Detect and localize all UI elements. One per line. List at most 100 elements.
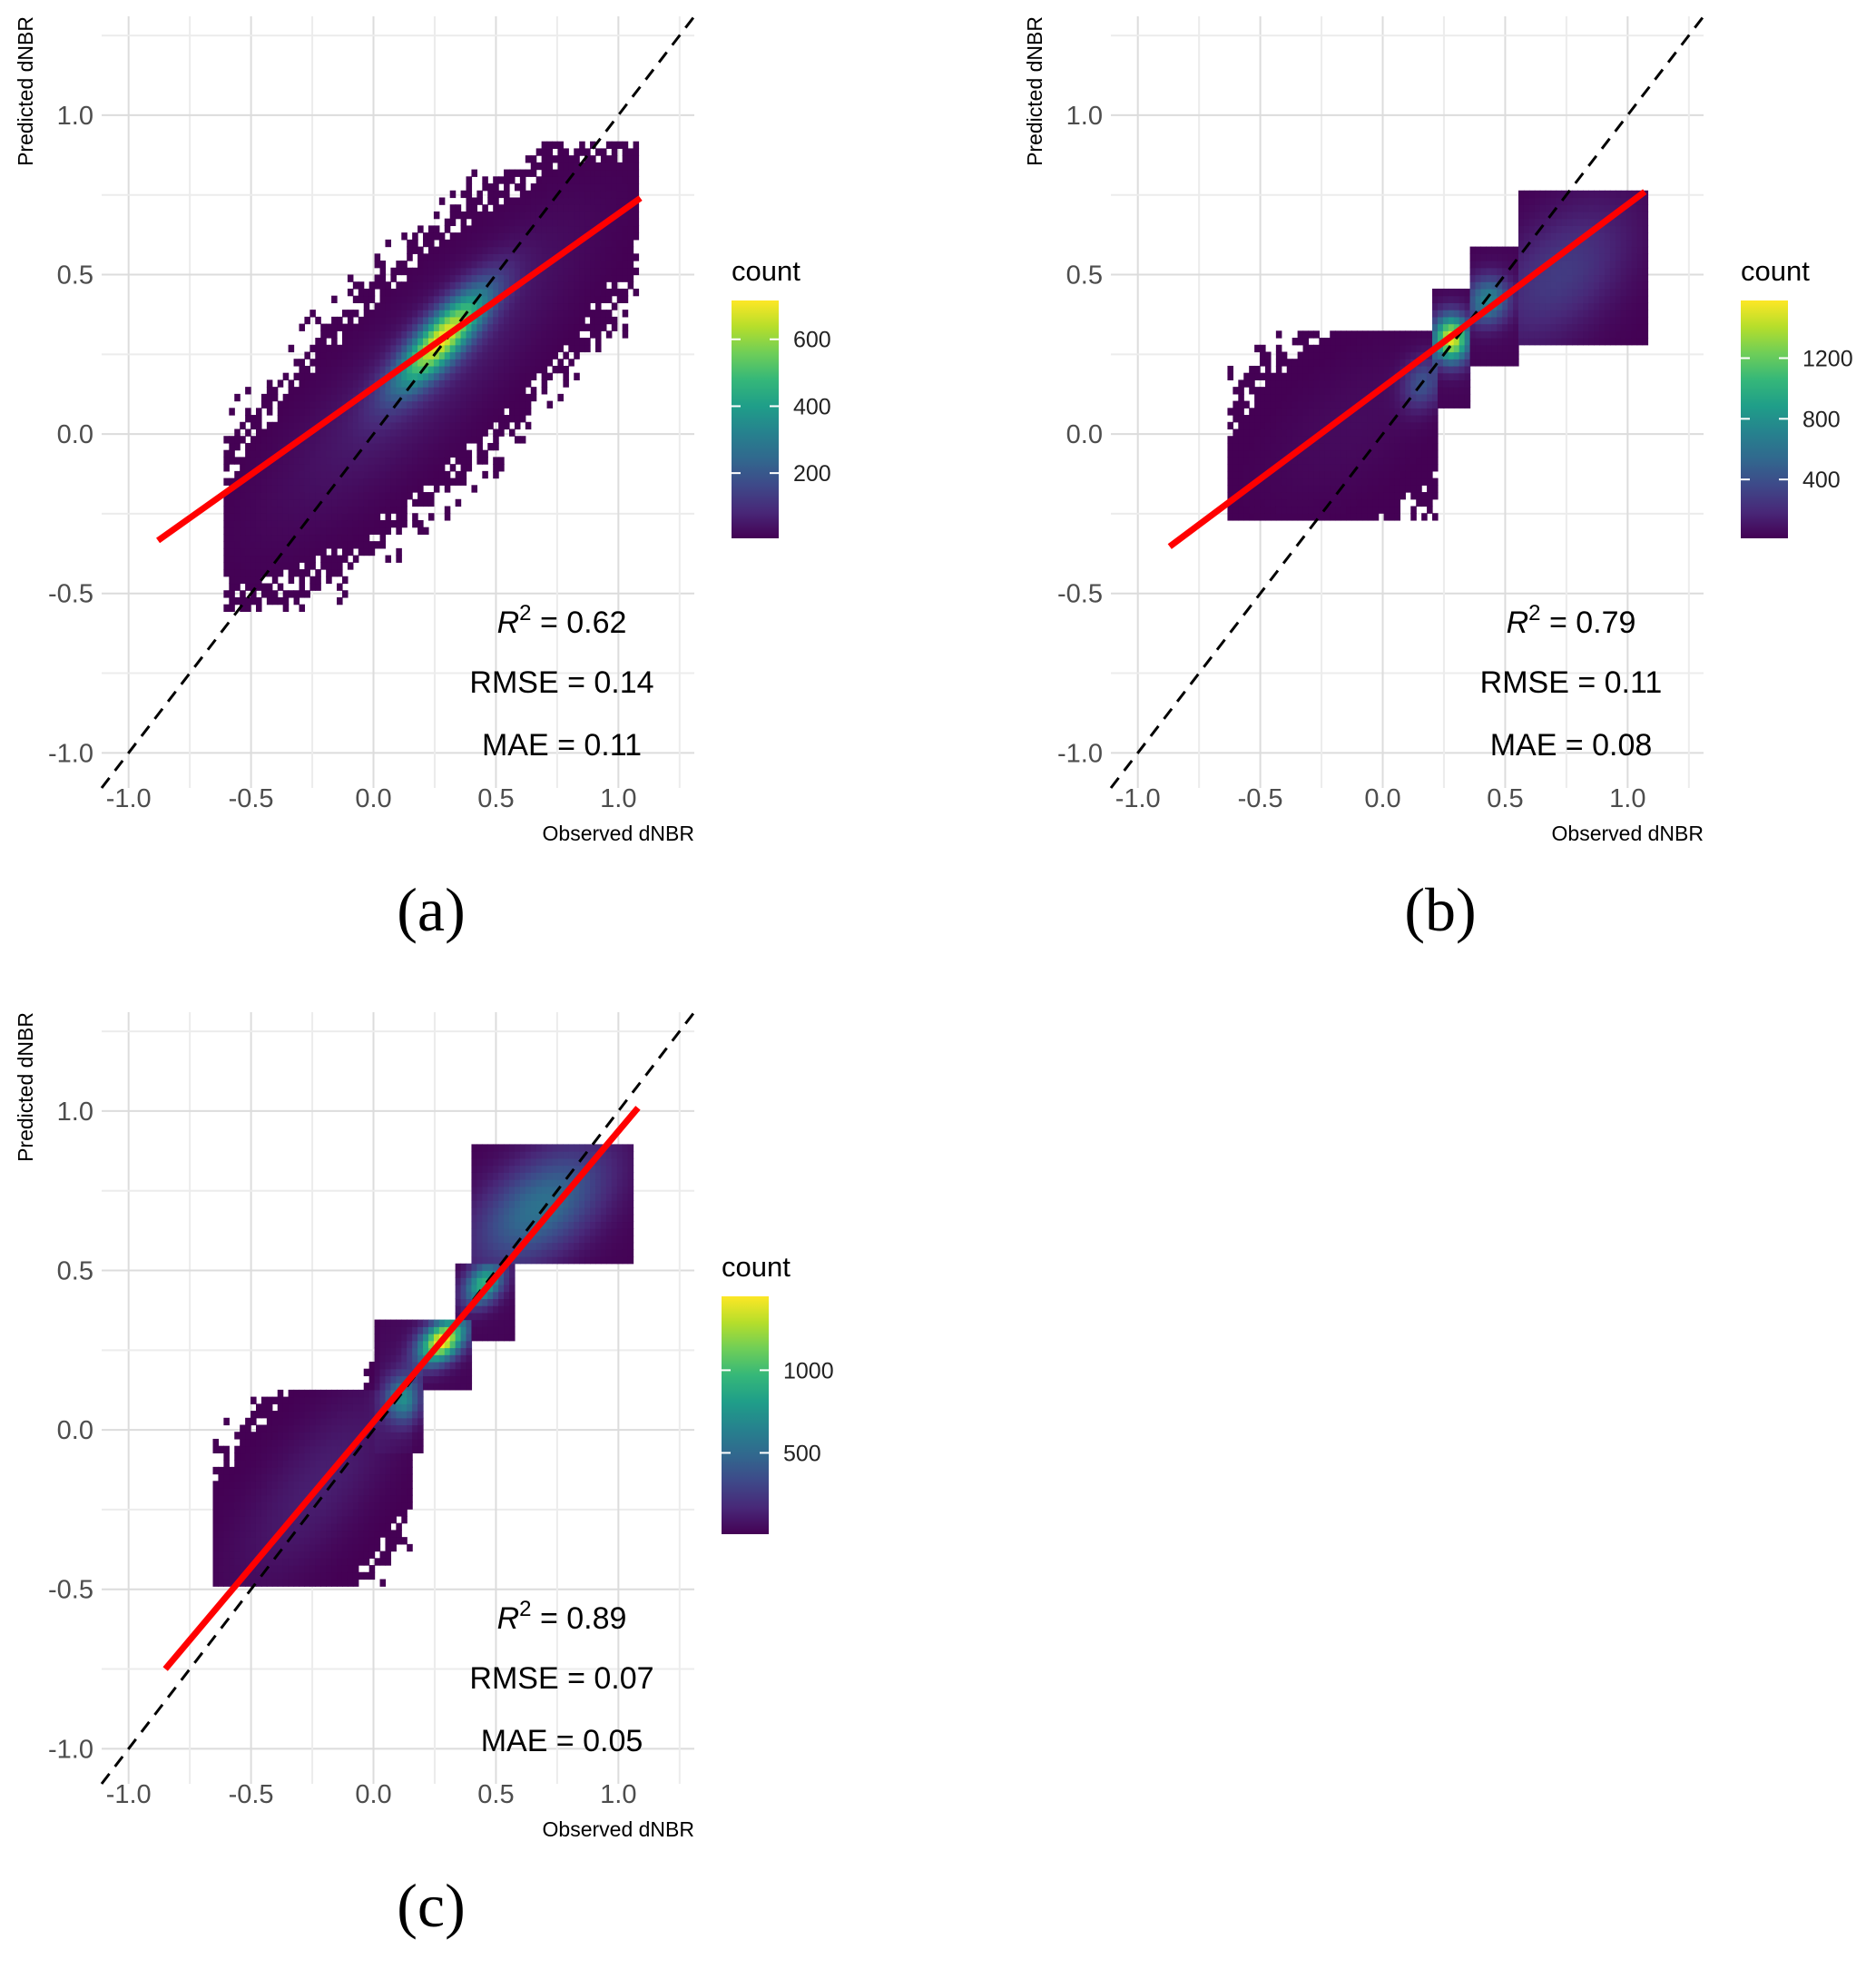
heat-cell (363, 393, 370, 402)
heat-cell (1620, 267, 1627, 276)
heat-cell (509, 387, 516, 395)
heat-cell (293, 1571, 300, 1580)
heat-cell (444, 457, 451, 465)
heat-cell (557, 288, 564, 297)
heat-cell (1233, 442, 1239, 451)
heat-cell (590, 288, 596, 297)
heat-cell (271, 442, 279, 451)
heat-cell (546, 351, 554, 359)
heat-cell (385, 302, 392, 310)
heat-cell (417, 310, 424, 318)
heat-cell (320, 1501, 327, 1510)
heat-cell (493, 470, 499, 479)
heat-cell (1367, 372, 1374, 381)
heat-cell (1534, 225, 1541, 233)
heat-cell (530, 281, 537, 290)
heat-cell (1421, 421, 1428, 430)
heat-cell (633, 211, 640, 220)
heat-cell (1594, 274, 1600, 282)
heat-cell (1249, 379, 1255, 388)
heat-cell (552, 316, 559, 325)
heat-cell (245, 449, 251, 458)
heat-cell (1534, 295, 1541, 304)
heat-cell (1421, 513, 1428, 521)
heat-cell (1636, 253, 1644, 261)
heat-cell (282, 1515, 290, 1524)
heat-cell (1604, 267, 1611, 276)
heat-cell (514, 261, 521, 269)
heat-cell (1367, 457, 1374, 465)
heat-cell (590, 141, 596, 150)
heat-cell (1421, 478, 1428, 486)
heat-cell (1275, 351, 1282, 359)
heat-cell (293, 527, 300, 536)
heat-cell (234, 457, 241, 465)
heat-cell (266, 421, 273, 430)
heat-cell (1636, 232, 1644, 241)
heat-cell (519, 330, 526, 339)
heat-cell (444, 253, 451, 261)
heat-cell (331, 449, 338, 458)
heat-cell (1583, 211, 1589, 220)
heat-cell (407, 338, 413, 346)
heat-cell (471, 365, 477, 374)
heat-cell (320, 436, 327, 444)
y-tick-label: 0.5 (1066, 261, 1103, 290)
heat-cell (552, 169, 559, 177)
heat-cell (627, 232, 634, 241)
heat-cell (444, 506, 451, 514)
heat-cell (1518, 302, 1525, 310)
heat-cell (1626, 225, 1633, 233)
heat-cell (1588, 281, 1595, 290)
heat-cell (304, 1460, 310, 1468)
heat-cell (309, 1551, 316, 1559)
heat-cell (288, 1466, 295, 1475)
heat-cell (1534, 211, 1541, 220)
heat-cell (1324, 478, 1331, 486)
heat-cell (1523, 225, 1530, 233)
heat-cell (471, 288, 477, 297)
heat-cell (352, 400, 359, 409)
heat-cell (1372, 421, 1380, 430)
heat-cell (444, 379, 451, 388)
heat-cell (326, 1438, 332, 1447)
heat-cell (1260, 428, 1266, 437)
heat-cell (255, 436, 262, 444)
heat-cell (525, 421, 532, 430)
heat-cell (331, 1543, 338, 1552)
heat-cell (1508, 359, 1514, 367)
heat-cell (471, 316, 477, 325)
heat-cell (1308, 351, 1315, 359)
heat-cell (320, 1530, 327, 1538)
heat-cell (1286, 387, 1293, 395)
heat-cell (326, 1452, 332, 1461)
heat-cell (326, 1411, 332, 1419)
heat-cell (611, 246, 618, 254)
heat-cell (1233, 415, 1239, 423)
heat-cell (407, 415, 413, 423)
heat-cell (1367, 436, 1374, 444)
heat-cell (471, 338, 477, 346)
heat-cell (1330, 506, 1336, 514)
heat-cell (1561, 197, 1568, 205)
heat-cell (1480, 295, 1487, 304)
heat-cell (568, 344, 575, 353)
heat-cell (504, 365, 510, 374)
heat-cell (1421, 408, 1428, 416)
heat-cell (1243, 470, 1250, 479)
heat-cell (304, 365, 310, 374)
heat-cell (337, 583, 343, 591)
heat-cell (271, 1424, 279, 1433)
heat-cell (1281, 506, 1288, 514)
heat-cell (1545, 246, 1552, 254)
heat-cell (1319, 387, 1325, 395)
heat-cell (1243, 506, 1250, 514)
heat-cell (1486, 316, 1492, 325)
heat-cell (1335, 338, 1341, 346)
heat-cell (1410, 492, 1417, 500)
heat-cell (1561, 330, 1568, 339)
heat-cell (1361, 387, 1369, 395)
heat-cell (282, 1551, 290, 1559)
heat-cell (1346, 457, 1352, 465)
heat-cell (1539, 239, 1547, 248)
